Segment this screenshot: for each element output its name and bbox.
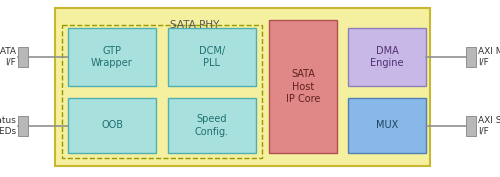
Bar	[62, 25, 262, 158]
Text: MUX: MUX	[376, 121, 398, 130]
Text: GTP
Wrapper: GTP Wrapper	[91, 46, 133, 68]
Bar	[348, 98, 426, 153]
Text: Status
LEDs: Status LEDs	[0, 116, 16, 136]
Bar	[348, 28, 426, 86]
Text: SATA PHY: SATA PHY	[170, 20, 220, 30]
Bar	[466, 47, 476, 67]
Text: SATA
I/F: SATA I/F	[0, 47, 16, 67]
Bar	[68, 98, 156, 153]
Text: SATA
Host
IP Core: SATA Host IP Core	[286, 69, 320, 104]
Text: Speed
Config.: Speed Config.	[195, 114, 229, 137]
Text: AXI Master
I/F: AXI Master I/F	[478, 47, 500, 67]
Bar	[55, 8, 430, 166]
Text: AXI Slave
I/F: AXI Slave I/F	[478, 116, 500, 136]
Bar	[18, 116, 28, 136]
Text: OOB: OOB	[101, 121, 123, 130]
Text: DCM/
PLL: DCM/ PLL	[199, 46, 225, 68]
Bar	[466, 116, 476, 136]
Bar	[18, 47, 28, 67]
Text: DMA
Engine: DMA Engine	[370, 46, 404, 68]
Bar	[168, 28, 256, 86]
Bar	[168, 98, 256, 153]
Bar	[68, 28, 156, 86]
Bar	[269, 20, 337, 153]
